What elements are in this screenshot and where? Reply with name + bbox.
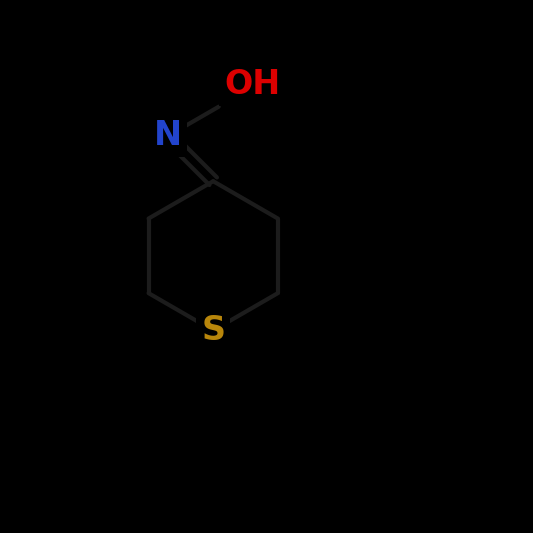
Text: OH: OH [224, 68, 280, 101]
Text: N: N [154, 119, 182, 152]
Text: S: S [201, 314, 225, 347]
